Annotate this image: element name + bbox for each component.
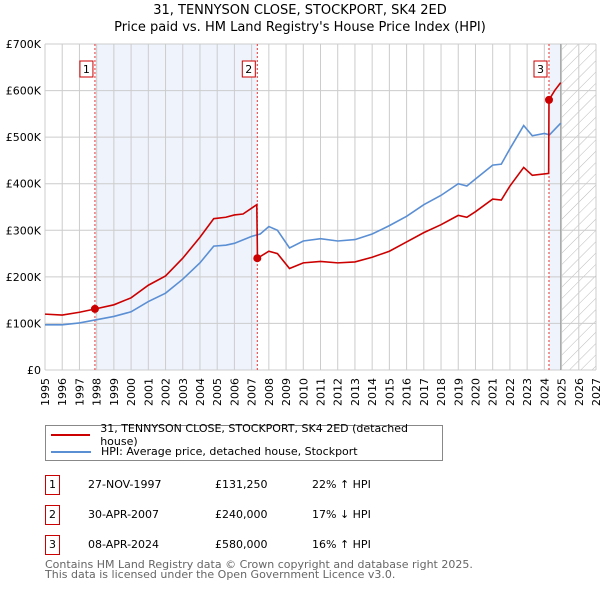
x-tick-label: 2005 bbox=[211, 378, 224, 406]
sale-date: 08-APR-2024 bbox=[88, 538, 160, 551]
x-tick-label: 2026 bbox=[573, 378, 586, 406]
y-tick-label: £200K bbox=[6, 271, 42, 284]
sale-period-shade bbox=[94, 44, 258, 370]
sale-price: £240,000 bbox=[215, 508, 268, 521]
y-tick-label: £500K bbox=[6, 131, 42, 144]
series-line bbox=[44, 82, 562, 316]
x-tick-label: 2012 bbox=[332, 378, 345, 406]
footer-line: This data is licensed under the Open Gov… bbox=[45, 568, 396, 581]
sale-badge: 3 bbox=[45, 535, 60, 555]
x-tick-label: 1999 bbox=[108, 378, 121, 406]
y-tick-label: £0 bbox=[27, 364, 41, 377]
legend-property: 31, TENNYSON CLOSE, STOCKPORT, SK4 2ED (… bbox=[100, 421, 408, 448]
y-tick-label: £700K bbox=[6, 38, 42, 51]
legend-blue-line bbox=[51, 450, 91, 453]
x-tick-label: 2020 bbox=[469, 378, 482, 406]
x-tick-label: 2009 bbox=[280, 378, 293, 406]
x-tick-label: 2004 bbox=[194, 378, 207, 406]
x-tick-label: 2014 bbox=[366, 378, 379, 406]
sale-badge: 1 bbox=[45, 475, 60, 495]
footer: Contains HM Land Registry data © Crown c… bbox=[45, 558, 473, 581]
sale-label: 2 bbox=[245, 63, 252, 76]
sale-label-box bbox=[241, 60, 256, 78]
sale-period-shade bbox=[548, 44, 561, 370]
sale-badge: 2 bbox=[45, 505, 60, 525]
sale-price: £580,000 bbox=[215, 538, 268, 551]
x-tick-label: 2025 bbox=[556, 378, 569, 406]
x-tick-label: 2021 bbox=[487, 378, 500, 406]
x-tick-label: 1995 bbox=[39, 378, 52, 406]
x-tick-label: 2018 bbox=[435, 378, 448, 406]
sale-hpi-diff: 22% ↑ HPI bbox=[312, 478, 371, 491]
x-tick-label: 2001 bbox=[142, 378, 155, 406]
legend: 31, TENNYSON CLOSE, STOCKPORT, SK4 2ED (… bbox=[45, 421, 443, 461]
sale-point bbox=[544, 95, 553, 104]
x-tick-label: 2003 bbox=[177, 378, 190, 406]
x-tick-label: 2016 bbox=[401, 378, 414, 406]
x-tick-label: 2013 bbox=[349, 378, 362, 406]
x-tick-label: 2008 bbox=[263, 378, 276, 406]
sale-hpi-diff: 17% ↓ HPI bbox=[312, 508, 371, 521]
x-tick-label: 2022 bbox=[504, 378, 517, 406]
x-tick-label: 2017 bbox=[418, 378, 431, 406]
chart-title: 31, TENNYSON CLOSE, STOCKPORT, SK4 2ED Pr… bbox=[0, 2, 600, 36]
sale-label-box bbox=[79, 60, 94, 78]
y-tick-label: £100K bbox=[6, 317, 42, 330]
x-tick-label: 2006 bbox=[228, 378, 241, 406]
sale-date: 30-APR-2007 bbox=[88, 508, 160, 521]
series-line bbox=[45, 122, 562, 326]
x-tick-label: 2023 bbox=[521, 378, 534, 406]
x-tick-label: 2015 bbox=[383, 378, 396, 406]
sale-price: £131,250 bbox=[215, 478, 268, 491]
sale-label-box bbox=[533, 60, 548, 78]
legend-red-line bbox=[51, 433, 91, 436]
sale-row: 2 30-APR-2007 £240,000 17% ↓ HPI bbox=[45, 505, 445, 525]
sale-row: 3 08-APR-2024 £580,000 16% ↑ HPI bbox=[45, 535, 445, 555]
sale-date: 27-NOV-1997 bbox=[88, 478, 162, 491]
x-tick-label: 2002 bbox=[160, 378, 173, 406]
x-tick-label: 2019 bbox=[452, 378, 465, 406]
y-tick-label: £300K bbox=[6, 224, 42, 237]
sale-label: 3 bbox=[537, 63, 544, 76]
x-tick-label: 2000 bbox=[125, 378, 138, 406]
legend-hpi: HPI: Average price, detached house, Stoc… bbox=[101, 445, 358, 458]
x-tick-label: 1997 bbox=[73, 378, 86, 406]
title-line: 31, TENNYSON CLOSE, STOCKPORT, SK4 2ED bbox=[153, 3, 447, 18]
sale-row: 1 27-NOV-1997 £131,250 22% ↑ HPI bbox=[45, 475, 445, 495]
x-tick-label: 2011 bbox=[315, 378, 328, 406]
subtitle-line: Price paid vs. HM Land Registry's House … bbox=[114, 20, 486, 35]
x-tick-label: 1998 bbox=[91, 378, 104, 406]
y-tick-label: £600K bbox=[6, 85, 42, 98]
x-tick-label: 1996 bbox=[56, 378, 69, 406]
y-tick-label: £400K bbox=[6, 178, 42, 191]
sale-label: 1 bbox=[83, 63, 90, 76]
sale-hpi-diff: 16% ↑ HPI bbox=[312, 538, 371, 551]
x-tick-label: 2007 bbox=[246, 378, 259, 406]
sale-point bbox=[90, 304, 99, 313]
x-tick-label: 2024 bbox=[538, 378, 551, 406]
price-chart: 1995 1996 1997 1998 1999 2000 2001 2002 2003 2004… bbox=[6, 38, 600, 406]
x-tick-label: 2010 bbox=[297, 378, 310, 406]
x-tick-label: 2027 bbox=[590, 378, 600, 406]
footer-line: Contains HM Land Registry data © Crown c… bbox=[45, 558, 473, 571]
sale-point bbox=[253, 254, 262, 263]
